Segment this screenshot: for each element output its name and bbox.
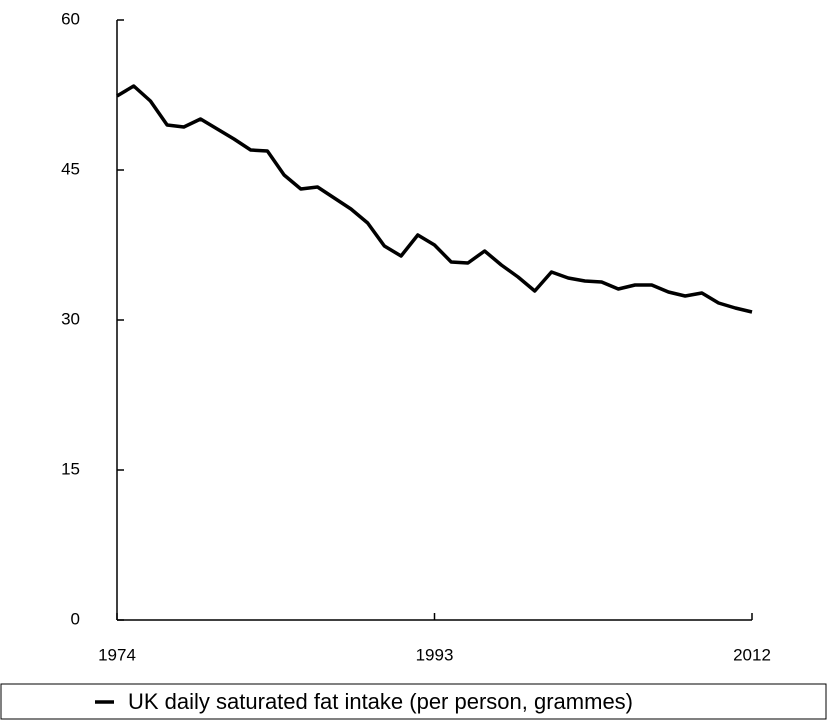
data-line bbox=[116, 84, 753, 314]
y-tick-label: 0 bbox=[71, 609, 80, 628]
x-tick-label: 2012 bbox=[733, 645, 771, 664]
y-tick-label: 30 bbox=[61, 309, 80, 328]
x-tick-label: 1993 bbox=[416, 645, 454, 664]
x-tick-label: 1974 bbox=[98, 645, 136, 664]
y-tick-label: 45 bbox=[61, 159, 80, 178]
y-tick-label: 60 bbox=[61, 9, 80, 28]
legend-label: UK daily saturated fat intake (per perso… bbox=[128, 689, 633, 714]
legend-box bbox=[0, 683, 827, 720]
y-tick-label: 15 bbox=[61, 459, 80, 478]
